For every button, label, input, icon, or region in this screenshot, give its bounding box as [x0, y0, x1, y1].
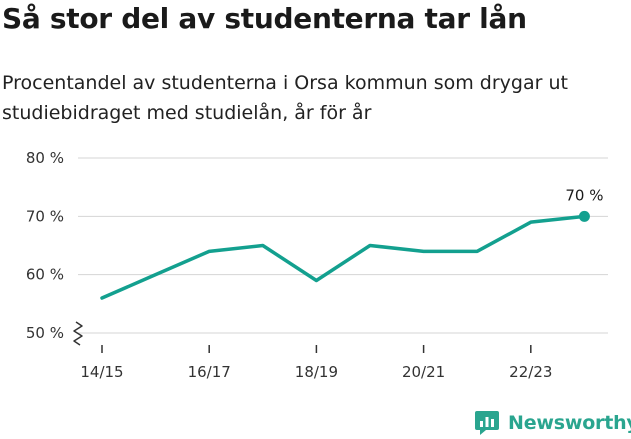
y-tick-label: 50 % [26, 324, 64, 342]
line-chart: 14/15 16/17 18/19 20/21 22/23 50 % 60 % 70 % 80… [26, 149, 608, 381]
y-tick-label: 70 % [26, 207, 64, 225]
x-tick-label: 16/17 [188, 363, 231, 381]
newsworthy-chart-icon [475, 411, 499, 435]
y-axis-break-icon [73, 321, 83, 346]
gridlines [78, 157, 608, 334]
brand-name: Newsworthy [508, 412, 631, 434]
y-axis-labels: 50 % 60 % 70 % 80 % [26, 149, 64, 342]
x-axis: 14/15 16/17 18/19 20/21 22/23 [80, 345, 552, 381]
series-layer: 70 % [100, 186, 603, 300]
y-tick-label: 80 % [26, 149, 64, 167]
y-tick-label: 60 % [26, 266, 64, 284]
chart-subtitle: Procentandel av studenterna i Orsa kommu… [2, 72, 568, 124]
brand-logo: Newsworthy [474, 408, 631, 438]
series-line [100, 214, 587, 300]
last-point-marker [578, 210, 590, 222]
x-tick-label: 18/19 [295, 363, 338, 381]
last-point-label: 70 % [565, 186, 603, 204]
chart-title: Så stor del av studenterna tar lån [2, 2, 527, 35]
x-tick-label: 22/23 [509, 363, 552, 381]
x-tick-label: 20/21 [402, 363, 445, 381]
x-tick-label: 14/15 [80, 363, 123, 381]
axis-break-zigzag [73, 321, 83, 346]
